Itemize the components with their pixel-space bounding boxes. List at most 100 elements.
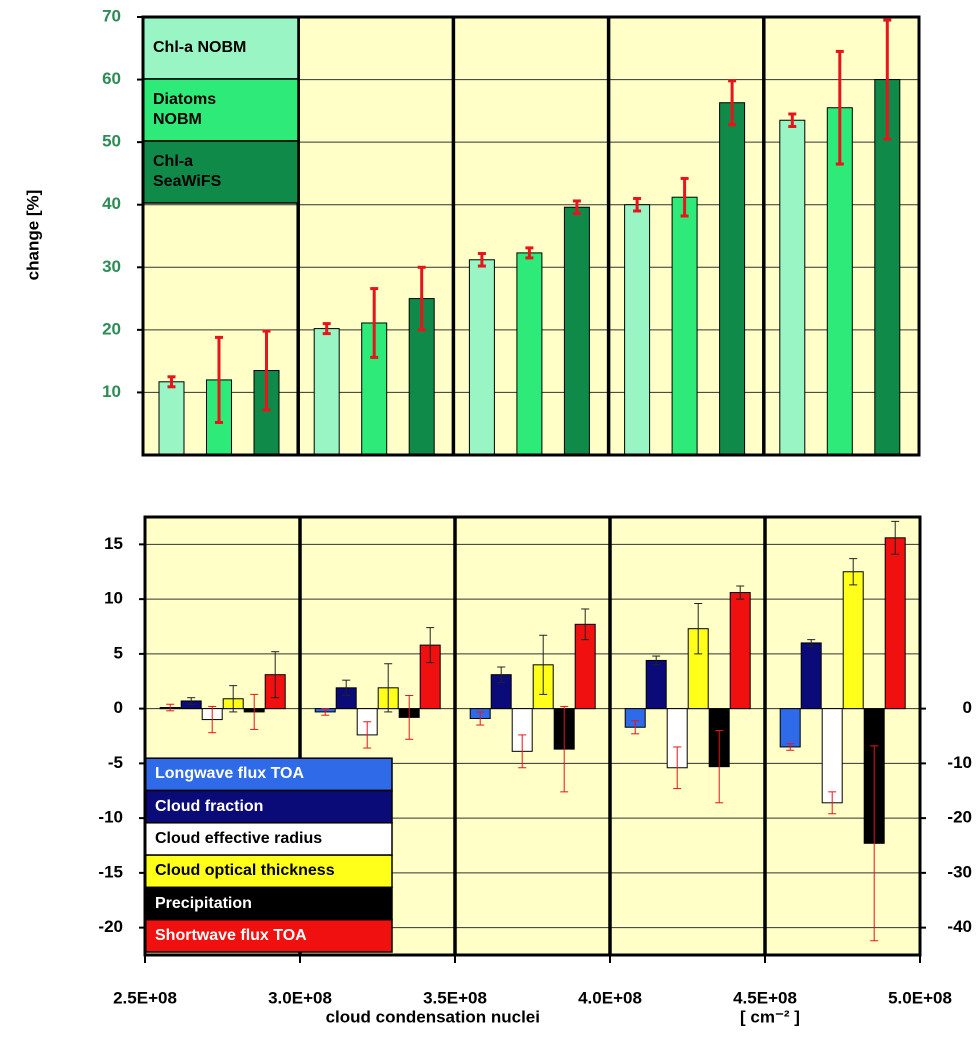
error-bar xyxy=(497,666,506,683)
legend-entry: Cloud fraction xyxy=(155,797,264,815)
error-bar xyxy=(405,694,414,740)
legend-swatch xyxy=(144,757,393,792)
error-bar xyxy=(167,375,176,389)
bar xyxy=(563,206,590,456)
error-bar xyxy=(788,112,797,128)
error-bar xyxy=(633,196,642,213)
y-tick-label: 60 xyxy=(102,69,121,88)
legend-label: Precipitation xyxy=(155,894,252,912)
bar xyxy=(874,79,901,456)
x-tick-label: 4.0E+08 xyxy=(578,988,642,1007)
error-bar xyxy=(322,322,331,336)
error-bar xyxy=(426,627,435,664)
x-axis-label: cloud condensation nuclei xyxy=(326,1007,540,1026)
legend-entry: Precipitation xyxy=(155,894,252,912)
y2-tick-label: 0 xyxy=(963,698,972,717)
bar xyxy=(779,119,806,456)
y-tick-label: -5 xyxy=(108,753,123,772)
legend-label: Cloud fraction xyxy=(155,797,264,815)
error-bar xyxy=(715,730,724,804)
legend-entry: Chl-a NOBM xyxy=(153,39,246,56)
bar xyxy=(842,571,864,710)
legend-swatch xyxy=(142,140,299,204)
error-bar xyxy=(370,287,379,359)
legend-swatch xyxy=(144,854,393,889)
x-tick-label: 3.0E+08 xyxy=(268,988,332,1007)
error-bar xyxy=(694,603,703,655)
error-bar xyxy=(728,79,737,127)
error-bar xyxy=(250,693,259,730)
y-tick-label: 70 xyxy=(102,6,121,25)
error-bar xyxy=(518,734,527,769)
error-bar xyxy=(572,199,581,215)
legend-entry: Cloud effective radius xyxy=(155,829,323,847)
legend-label: Cloud effective radius xyxy=(155,829,323,847)
error-bar xyxy=(828,791,837,815)
error-bar xyxy=(476,711,485,726)
error-bar xyxy=(215,335,223,424)
error-bar xyxy=(786,743,795,751)
legend-swatch xyxy=(144,789,393,824)
y-tick-label: -20 xyxy=(98,917,123,936)
error-bar xyxy=(321,708,330,716)
y-tick-label: 20 xyxy=(102,319,121,338)
error-bar xyxy=(736,585,745,600)
bar xyxy=(624,204,651,456)
error-bar xyxy=(262,329,271,412)
legend-entry: Diatoms NOBM xyxy=(153,91,217,128)
legend-label: Longwave flux TOA xyxy=(155,765,305,783)
error-bar xyxy=(187,697,196,705)
error-bar xyxy=(166,703,175,712)
y2-tick-label: -40 xyxy=(947,917,972,936)
bar xyxy=(671,196,698,456)
error-bar xyxy=(363,721,372,749)
error-bar xyxy=(271,651,280,699)
x-tick-label: 5.0E+08 xyxy=(888,988,952,1007)
error-bar xyxy=(870,745,879,942)
error-bar xyxy=(680,176,689,218)
error-bar xyxy=(229,685,238,713)
bar xyxy=(779,708,801,748)
legend-label: Diatoms NOBM xyxy=(153,91,217,128)
legend-swatch xyxy=(142,16,299,80)
bar xyxy=(719,102,746,456)
y-axis-label: change [%] xyxy=(23,190,42,281)
legend-swatch xyxy=(144,822,393,856)
bar xyxy=(468,259,495,456)
legend-label: Chl-a SeaWiFS xyxy=(153,153,222,190)
legend-entry: Cloud optical thickness xyxy=(155,862,335,880)
x-tick-label: 4.5E+08 xyxy=(733,988,797,1007)
error-bar xyxy=(539,634,548,695)
plot-frame xyxy=(141,15,921,457)
bar xyxy=(826,107,853,456)
y-tick-label: -15 xyxy=(98,862,123,881)
y-tick-label: 15 xyxy=(104,534,123,553)
bar xyxy=(729,592,751,710)
x-tick-label: 2.5E+08 xyxy=(113,988,177,1007)
error-bar xyxy=(849,558,858,586)
y-tick-label: 10 xyxy=(104,589,123,608)
y-tick-label: 5 xyxy=(114,643,123,662)
bar xyxy=(884,537,906,710)
y2-tick-label: -30 xyxy=(947,862,972,881)
bar xyxy=(821,708,843,804)
y-tick-label: 40 xyxy=(102,194,121,213)
bar xyxy=(158,381,185,456)
error-bar xyxy=(581,608,590,641)
legend-label: Shortwave flux TOA xyxy=(155,926,307,944)
legend-entry: Chl-a SeaWiFS xyxy=(153,153,222,190)
y-tick-label: 10 xyxy=(102,382,121,401)
y2-tick-label: -10 xyxy=(947,753,972,772)
y-tick-label: 30 xyxy=(102,257,121,276)
legend-label: Cloud optical thickness xyxy=(155,862,335,880)
error-bar xyxy=(883,18,892,141)
legend-entry: Shortwave flux TOA xyxy=(155,926,307,944)
y-tick-label: 50 xyxy=(102,132,121,151)
error-bar xyxy=(560,705,569,793)
error-bar xyxy=(835,49,844,166)
error-bar xyxy=(525,246,534,260)
error-bar xyxy=(652,655,661,666)
error-bar xyxy=(417,265,426,332)
x-axis-unit: [ cm⁻² ] xyxy=(740,1007,800,1026)
